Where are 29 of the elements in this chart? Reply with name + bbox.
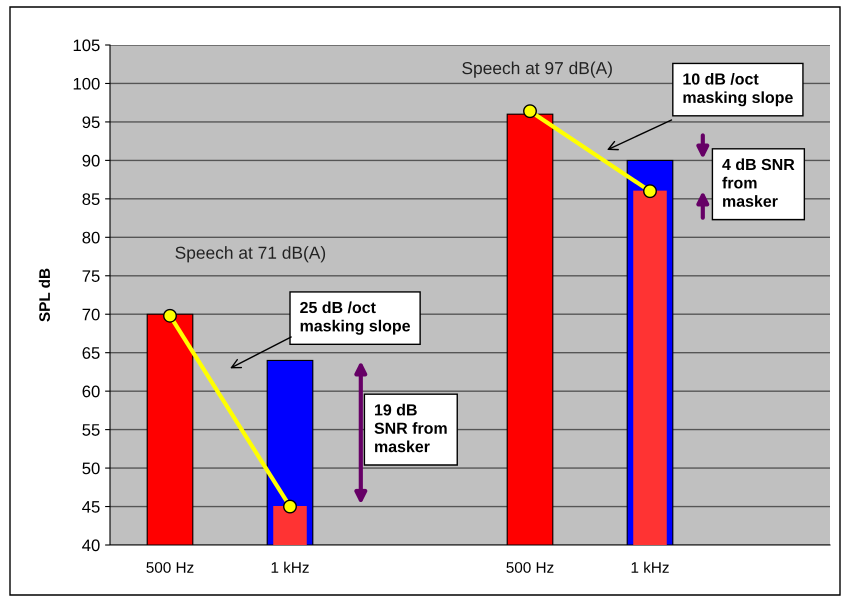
- x-tick-label: 1 kHz: [632, 562, 669, 573]
- point: [163, 308, 177, 323]
- y-tick-label: 45: [82, 501, 100, 513]
- y-tick-label: 105: [74, 39, 100, 52]
- x-tick-label: 1 kHz: [272, 562, 309, 573]
- annotation: Speech at 71 dB(A): [175, 246, 326, 262]
- y-tick-label: 95: [82, 116, 100, 128]
- annotation: 4 dB SNR from masker: [722, 158, 794, 207]
- x-tick-label: 500 Hz: [146, 562, 194, 573]
- y-axis-title: SPL dB: [38, 268, 50, 322]
- y-tick-label: 65: [82, 347, 100, 359]
- y-tick-label: 90: [82, 154, 100, 167]
- y-tick-label: 75: [82, 270, 100, 282]
- point: [523, 104, 537, 118]
- y-tick-label: 85: [82, 193, 100, 206]
- y-tick-label: 40: [82, 539, 100, 552]
- annotation: 25 dB /oct masking slope: [300, 301, 410, 335]
- annotation: Speech at 97 dB(A): [462, 62, 612, 78]
- y-tick-label: 70: [82, 308, 100, 320]
- y-tick-label: 55: [82, 424, 100, 436]
- annotation: 19 dB SNR from masker: [374, 404, 447, 452]
- x-tick-label: 500 Hz: [506, 562, 554, 573]
- annotation: 10 dB /oct masking slope: [683, 72, 793, 106]
- y-tick-label: 100: [74, 78, 100, 90]
- point: [283, 500, 297, 514]
- y-tick-label: 60: [82, 386, 100, 398]
- point: [643, 184, 657, 198]
- y-tick-label: 80: [82, 232, 100, 244]
- y-tick-label: 50: [82, 462, 100, 474]
